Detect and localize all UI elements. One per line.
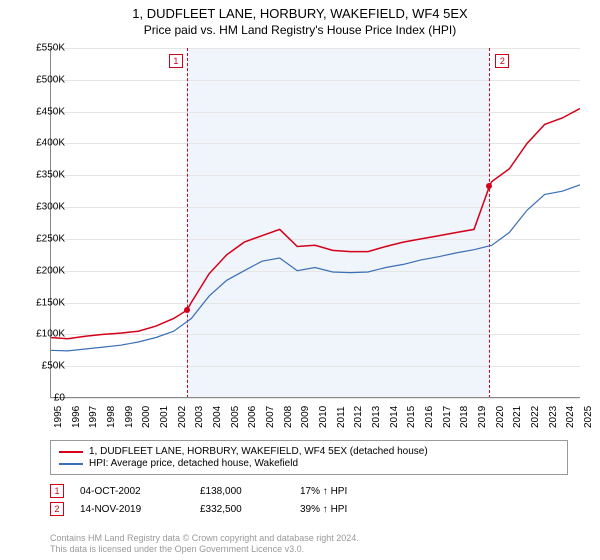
legend-item: 1, DUDFLEET LANE, HORBURY, WAKEFIELD, WF… — [59, 446, 559, 457]
x-tick-label: 1997 — [88, 406, 99, 428]
sales-table: 1 04-OCT-2002£138,00017% ↑ HPI 2 14-NOV-201… — [50, 484, 410, 520]
y-tick-label: £400K — [20, 138, 65, 149]
x-tick-label: 2013 — [371, 406, 382, 428]
sale-price: £332,500 — [200, 504, 300, 515]
x-tick-label: 2020 — [495, 406, 506, 428]
sale-dot — [486, 183, 492, 189]
x-tick-label: 2000 — [141, 406, 152, 428]
legend: 1, DUDFLEET LANE, HORBURY, WAKEFIELD, WF… — [50, 440, 568, 475]
x-tick-label: 2015 — [406, 406, 417, 428]
x-tick-label: 2008 — [283, 406, 294, 428]
sale-pct: 39% ↑ HPI — [300, 504, 410, 515]
legend-label: HPI: Average price, detached house, Wake… — [89, 458, 298, 469]
footer-attribution: Contains HM Land Registry data © Crown c… — [50, 533, 359, 556]
sale-date: 04-OCT-2002 — [80, 486, 200, 497]
x-tick-label: 2018 — [459, 406, 470, 428]
x-tick-label: 1998 — [106, 406, 117, 428]
footer-line-1: Contains HM Land Registry data © Crown c… — [50, 533, 359, 545]
sale-record-marker: 1 — [50, 484, 64, 498]
x-tick-label: 2014 — [389, 406, 400, 428]
x-tick-label: 2001 — [159, 406, 170, 428]
x-tick-label: 2021 — [512, 406, 523, 428]
x-tick-label: 2016 — [424, 406, 435, 428]
x-tick-label: 2004 — [212, 406, 223, 428]
sale-dot — [184, 307, 190, 313]
y-tick-label: £350K — [20, 170, 65, 181]
sale-record-row: 2 14-NOV-2019£332,50039% ↑ HPI — [50, 502, 410, 516]
x-tick-label: 2017 — [442, 406, 453, 428]
y-tick-label: £0 — [20, 393, 65, 404]
sale-marker-box: 1 — [169, 54, 183, 68]
x-tick-label: 2009 — [300, 406, 311, 428]
legend-swatch — [59, 451, 83, 453]
x-tick-label: 2003 — [194, 406, 205, 428]
legend-swatch — [59, 463, 83, 465]
series-property — [50, 109, 580, 339]
x-tick-label: 2024 — [565, 406, 576, 428]
x-tick-label: 2025 — [583, 406, 594, 428]
chart-plot-area: 12 — [50, 48, 580, 398]
x-tick-label: 2005 — [230, 406, 241, 428]
x-tick-label: 2019 — [477, 406, 488, 428]
y-tick-label: £250K — [20, 233, 65, 244]
x-tick-label: 2011 — [336, 406, 347, 428]
y-tick-label: £50K — [20, 361, 65, 372]
sale-record-row: 1 04-OCT-2002£138,00017% ↑ HPI — [50, 484, 410, 498]
sale-marker-box: 2 — [495, 54, 509, 68]
sale-pct: 17% ↑ HPI — [300, 486, 410, 497]
x-tick-label: 2022 — [530, 406, 541, 428]
y-tick-label: £100K — [20, 329, 65, 340]
sale-date: 14-NOV-2019 — [80, 504, 200, 515]
y-tick-label: £150K — [20, 297, 65, 308]
sale-price: £138,000 — [200, 486, 300, 497]
x-tick-label: 1996 — [71, 406, 82, 428]
legend-item: HPI: Average price, detached house, Wake… — [59, 458, 559, 469]
x-tick-label: 2006 — [247, 406, 258, 428]
line-series-svg — [50, 48, 580, 398]
y-tick-label: £200K — [20, 265, 65, 276]
y-tick-label: £300K — [20, 202, 65, 213]
x-tick-label: 2012 — [353, 406, 364, 428]
chart-title: 1, DUDFLEET LANE, HORBURY, WAKEFIELD, WF… — [0, 6, 600, 21]
x-axis — [50, 397, 580, 398]
legend-label: 1, DUDFLEET LANE, HORBURY, WAKEFIELD, WF… — [89, 446, 428, 457]
x-tick-label: 1999 — [124, 406, 135, 428]
y-tick-label: £450K — [20, 106, 65, 117]
footer-line-2: This data is licensed under the Open Gov… — [50, 544, 359, 556]
series-hpi — [50, 185, 580, 351]
x-tick-label: 2007 — [265, 406, 276, 428]
x-tick-label: 2023 — [548, 406, 559, 428]
x-tick-label: 2002 — [177, 406, 188, 428]
x-tick-label: 2010 — [318, 406, 329, 428]
y-axis — [50, 48, 51, 398]
x-tick-label: 1995 — [53, 406, 64, 428]
chart-subtitle: Price paid vs. HM Land Registry's House … — [0, 23, 600, 37]
y-tick-label: £500K — [20, 74, 65, 85]
gridline — [50, 398, 580, 399]
y-tick-label: £550K — [20, 43, 65, 54]
sale-record-marker: 2 — [50, 502, 64, 516]
